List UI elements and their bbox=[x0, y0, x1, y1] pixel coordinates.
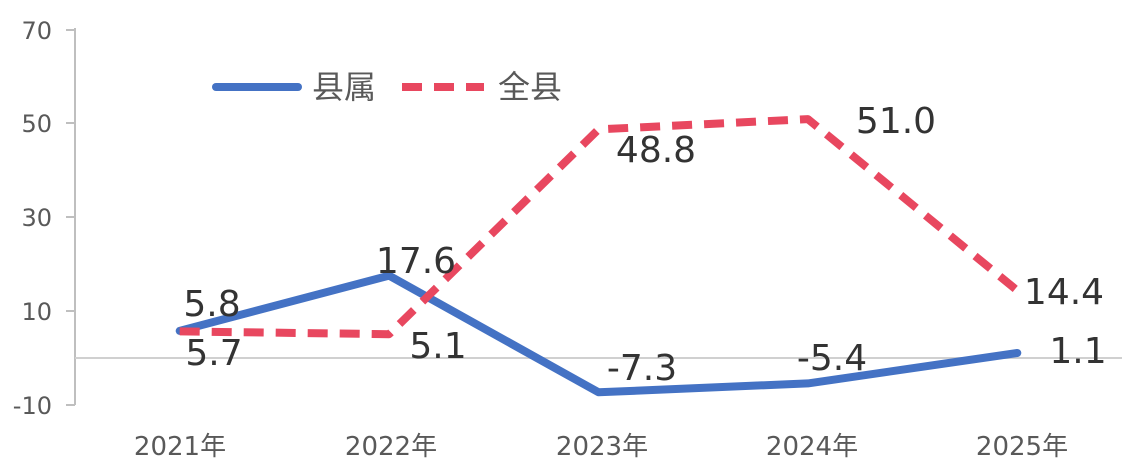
x-axis-labels: 2021年 2022年 2023年 2024年 2025年 bbox=[134, 432, 1068, 462]
data-label: 5.1 bbox=[409, 326, 466, 367]
data-label: 5.8 bbox=[183, 284, 240, 325]
data-label: 5.7 bbox=[185, 333, 242, 374]
series-layer bbox=[175, 115, 1022, 397]
y-axis-ticks: 70 50 30 10 -10 bbox=[13, 17, 75, 420]
series-line-whole-county bbox=[179, 115, 1020, 339]
y-tick-label: 50 bbox=[21, 110, 52, 138]
legend-label-county-affiliated: 县属 bbox=[312, 68, 376, 106]
data-label: 14.4 bbox=[1024, 272, 1104, 313]
legend: 县属 全县 bbox=[212, 68, 562, 106]
data-label: -7.3 bbox=[607, 348, 677, 389]
x-tick-label: 2024年 bbox=[766, 432, 858, 462]
data-label: 48.8 bbox=[616, 130, 696, 171]
y-tick-label: -10 bbox=[13, 392, 52, 420]
x-tick-label: 2025年 bbox=[976, 432, 1068, 462]
x-tick-label: 2023年 bbox=[556, 432, 648, 462]
y-tick-label: 30 bbox=[21, 204, 52, 232]
y-tick-label: 10 bbox=[21, 298, 52, 326]
series-line-county-affiliated bbox=[175, 271, 1022, 397]
data-labels: 5.8 17.6 -7.3 -5.4 1.1 5.7 5.1 48.8 51.0… bbox=[183, 101, 1106, 389]
y-tick-label: 70 bbox=[21, 17, 52, 45]
x-tick-label: 2021年 bbox=[134, 432, 226, 462]
data-label: 17.6 bbox=[376, 241, 456, 282]
data-label: 51.0 bbox=[856, 101, 936, 142]
data-label: 1.1 bbox=[1049, 331, 1106, 372]
legend-label-whole-county: 全县 bbox=[498, 68, 562, 106]
x-tick-label: 2022年 bbox=[345, 432, 437, 462]
data-label: -5.4 bbox=[797, 338, 867, 379]
